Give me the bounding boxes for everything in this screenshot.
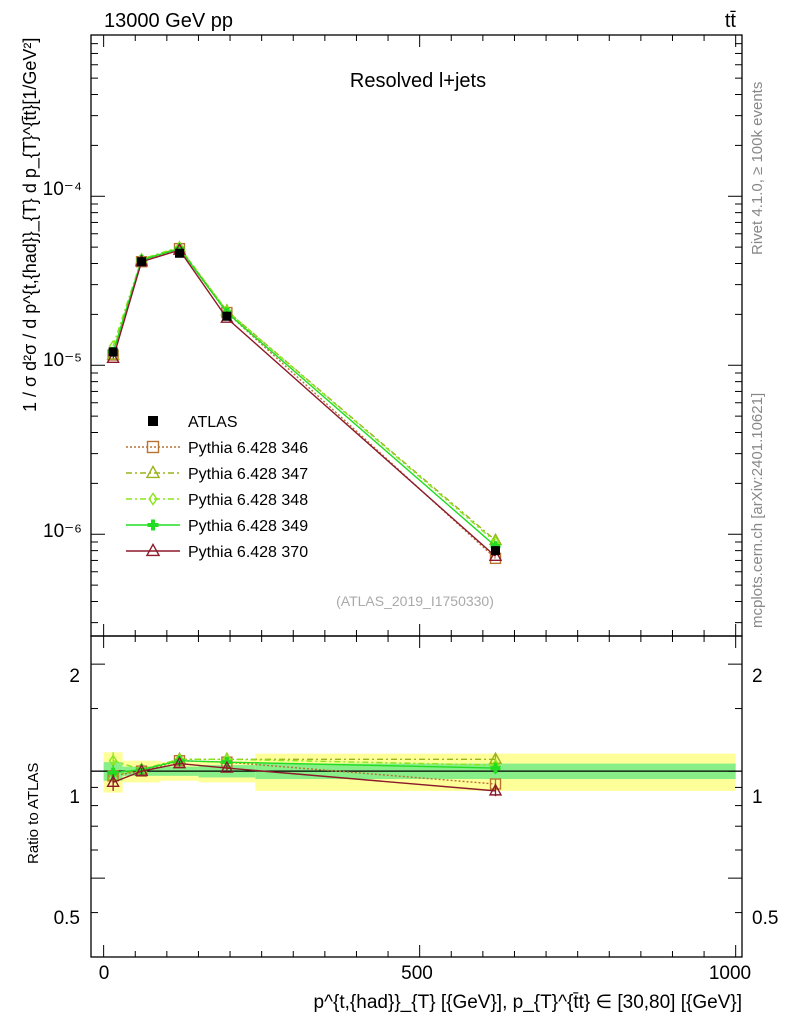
ratio-ytick-label-right-0.5: 0.5 xyxy=(752,908,778,929)
legend-label-370: Pythia 6.428 370 xyxy=(188,544,308,561)
ratio-uncertainty-bands xyxy=(91,752,742,793)
ratio-series-layer xyxy=(106,751,503,797)
legend-label-348: Pythia 6.428 348 xyxy=(188,492,308,509)
ratio-ytick-label-right-2: 2 xyxy=(752,666,763,687)
series-point-4 xyxy=(488,548,503,562)
ratio-point-4 xyxy=(220,760,234,773)
xtick-label-1000: 1000 xyxy=(709,963,751,984)
ratio-point-4 xyxy=(134,763,149,776)
series-line-0 xyxy=(112,247,496,559)
main-ylabel: 1 / σ d²σ / d p^{t,{had}}_{T} d p_{T}^{t… xyxy=(20,38,41,412)
main-series-layer xyxy=(106,240,503,565)
legend-marker-atlas xyxy=(148,416,158,426)
source-label: mcplots.cern.ch [arXiv:2401.10621] xyxy=(749,393,766,628)
xtick-label-0: 0 xyxy=(99,963,110,984)
ratio-point-4 xyxy=(106,774,120,788)
ytick-label-1e-5: 10⁻⁵ xyxy=(43,350,82,371)
analysis-id: (ATLAS_2019_I1750330) xyxy=(336,593,494,609)
legend-marker-3 xyxy=(148,492,158,506)
ratio-point-4 xyxy=(488,783,503,796)
ratio-line-2 xyxy=(112,758,496,771)
legend-marker-2 xyxy=(145,464,161,479)
main-title: Resolved l+jets xyxy=(350,70,486,92)
rivet-label: Rivet 4.1.0, ≥ 100k events xyxy=(749,82,766,255)
ratio-point-4 xyxy=(172,756,187,769)
legend-label-346: Pythia 6.428 346 xyxy=(188,440,308,457)
ratio-ytick-label-1: 1 xyxy=(69,787,80,808)
data-point xyxy=(174,248,184,258)
legend-label-347: Pythia 6.428 347 xyxy=(188,466,308,483)
ratio-ytick-label-right-1: 1 xyxy=(752,787,763,808)
ratio-ytick-label-2: 2 xyxy=(69,666,80,687)
series-point-4 xyxy=(106,350,120,363)
ytick-label-1e-6: 10⁻⁶ xyxy=(43,521,82,542)
legend-label-349: Pythia 6.428 349 xyxy=(188,518,308,535)
process-label: tt̄ xyxy=(725,10,737,32)
ratio-point-3 xyxy=(108,767,119,778)
legend-marker-1 xyxy=(146,440,160,454)
ratio-line-1 xyxy=(112,758,496,777)
data-point xyxy=(222,311,232,321)
legend-label-atlas: ATLAS xyxy=(188,414,238,431)
legend-markers xyxy=(126,416,180,557)
legend-marker-5 xyxy=(145,542,161,557)
ratio-point-3 xyxy=(490,763,501,774)
energy-label: 13000 GeV pp xyxy=(104,10,233,32)
ytick-label-1e-4: 10⁻⁴ xyxy=(43,179,82,200)
legend-marker-4 xyxy=(147,519,159,531)
series-line-4 xyxy=(112,249,496,557)
data-point xyxy=(137,257,147,267)
ratio-ytick-label-0.5: 0.5 xyxy=(54,908,80,929)
ratio-ylabel: Ratio to ATLAS xyxy=(25,763,42,864)
data-point xyxy=(108,347,118,357)
series-point-3 xyxy=(174,243,185,254)
xaxis-label: p^{t,{had}}_{T} [{GeV}], p_{T}^{t̄t} ∈ [… xyxy=(314,992,742,1013)
ratio-panel-frame xyxy=(90,635,743,958)
xtick-label-500: 500 xyxy=(401,963,433,984)
data-point xyxy=(491,546,501,556)
axis-ticks xyxy=(91,35,742,957)
legend: ATLAS Pythia 6.428 346 Pythia 6.428 347 … xyxy=(188,414,308,561)
